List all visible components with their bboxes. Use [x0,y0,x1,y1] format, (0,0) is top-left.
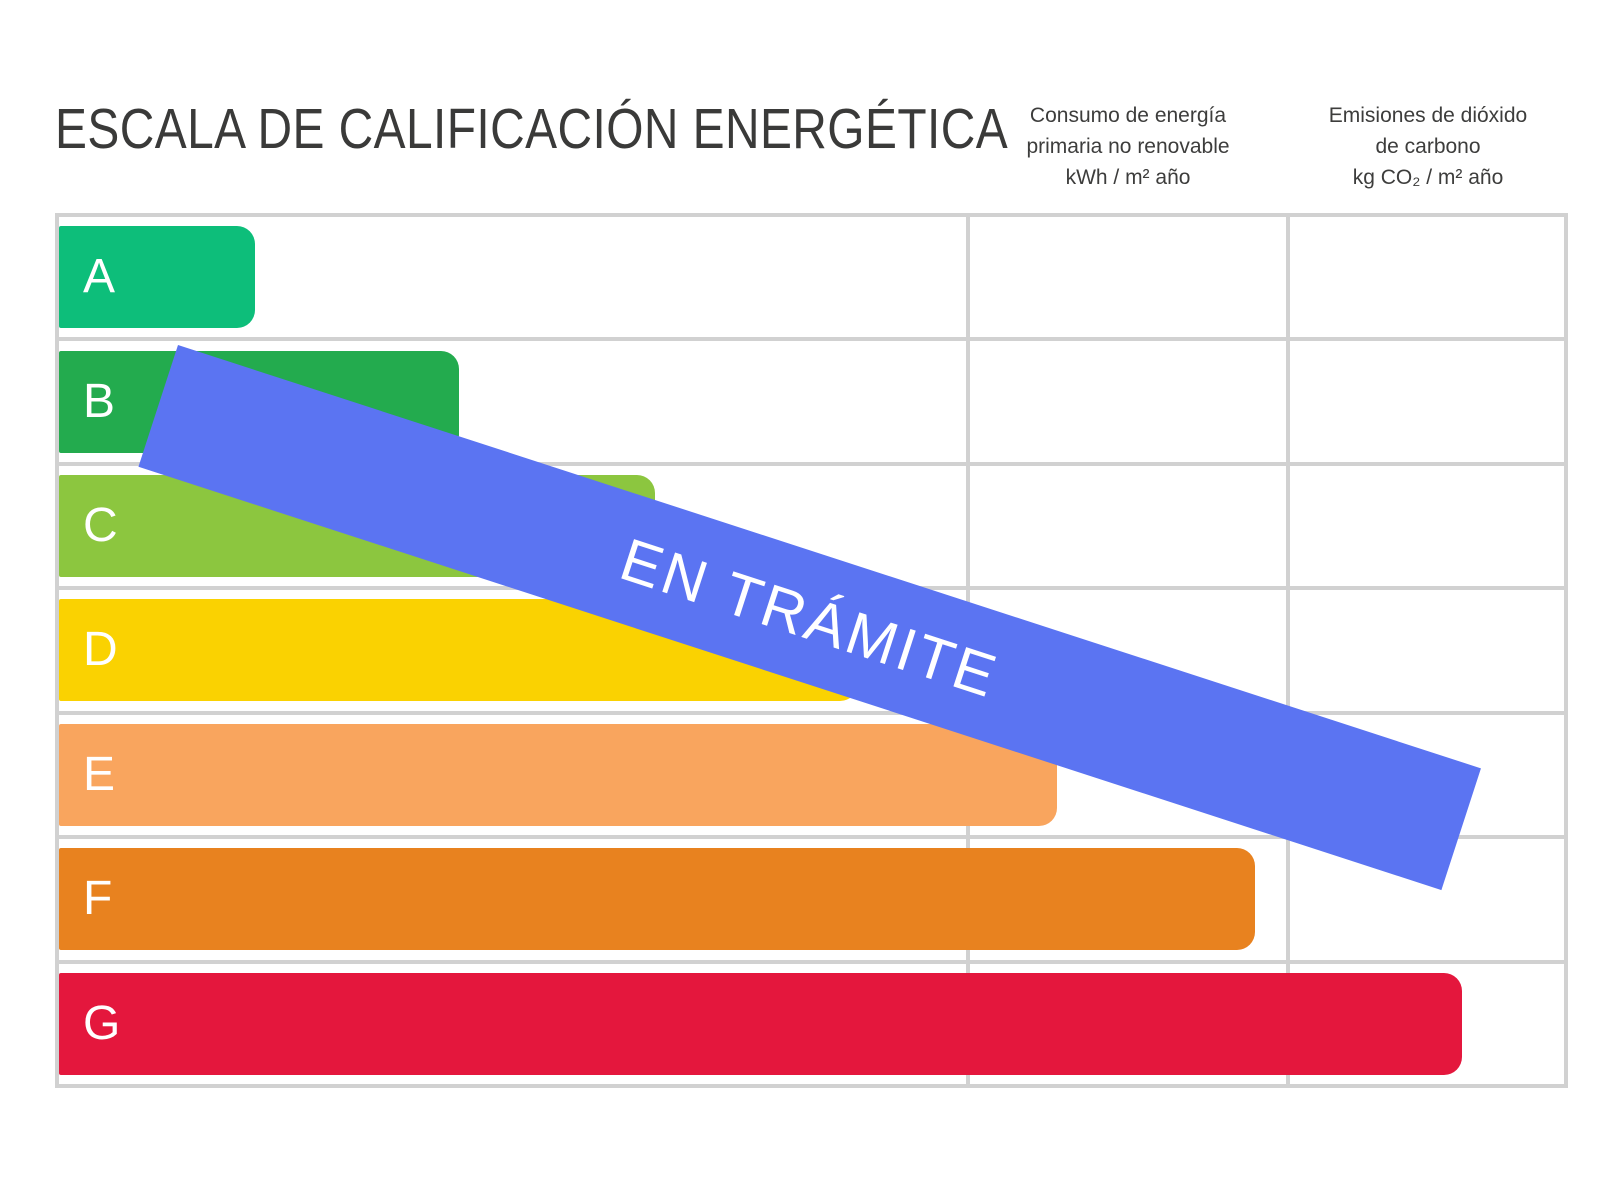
rating-letter-b: B [83,374,116,428]
rating-letter-d: D [83,623,118,677]
rating-bar-f: F [59,848,1256,951]
rating-row-g: G [59,964,1564,1084]
column-header-line: de carbono [1375,135,1481,158]
column-header-line: Emisiones de dióxido [1328,104,1528,127]
rating-bar-g: G [59,972,1462,1075]
page-title: ESCALA DE CALIFICACIÓN ENERGÉTICA [55,96,1190,162]
column-header-line: kWh / m² año [1065,166,1191,189]
rating-row-a: A [59,217,1564,342]
rating-row-e: E [59,715,1564,840]
column-header-line: kg CO₂ / m² año [1352,166,1504,189]
page-title-text: ESCALA DE CALIFICACIÓN ENERGÉTICA [55,97,1009,161]
rating-bar-e: E [59,723,1057,826]
rating-letter-a: A [83,250,116,304]
column-header-line: primaria no renovable [1026,135,1230,158]
rating-letter-e: E [83,747,116,801]
rating-letter-f: F [83,872,113,926]
rating-row-f: F [59,839,1564,964]
column-header-co2-emissions: Emisiones de dióxido de carbono kg CO₂ /… [1258,100,1598,193]
rating-letter-c: C [83,499,118,553]
column-header-energy-consumption: Consumo de energía primaria no renovable… [958,100,1298,193]
rating-letter-g: G [83,996,121,1050]
rating-bar-a: A [59,226,255,329]
column-header-line: Consumo de energía [1029,104,1227,127]
column-divider-emissions [1286,217,1290,1084]
